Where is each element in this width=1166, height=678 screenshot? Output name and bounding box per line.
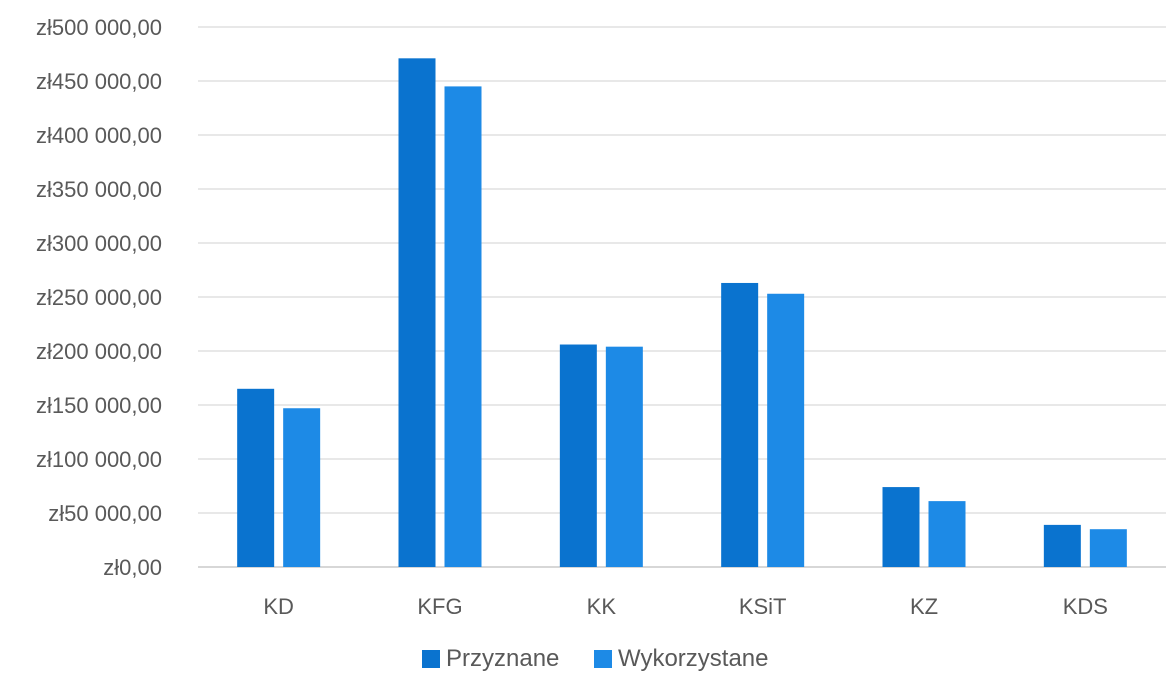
y-tick-label: zł250 000,00 <box>36 285 162 310</box>
x-category-label: KSiT <box>739 594 787 619</box>
bar-kk-wykorzystane <box>605 346 643 567</box>
legend-label-wykorzystane: Wykorzystane <box>618 645 769 672</box>
y-tick-label: zł400 000,00 <box>36 123 162 148</box>
x-category-label: KFG <box>417 594 462 619</box>
bar-kfg-wykorzystane <box>444 86 482 568</box>
x-category-label: KD <box>263 594 294 619</box>
x-category-label: KZ <box>910 594 938 619</box>
y-tick-label: zł0,00 <box>103 555 162 580</box>
y-tick-label: zł200 000,00 <box>36 339 162 364</box>
bar-ksit-wykorzystane <box>767 293 805 567</box>
bar-kd-przyznane <box>237 388 275 567</box>
bar-kz-przyznane <box>882 487 920 567</box>
y-tick-label: zł100 000,00 <box>36 447 162 472</box>
legend-swatch-przyznane <box>422 650 440 668</box>
x-category-label: KDS <box>1063 594 1108 619</box>
bars <box>237 58 1127 568</box>
legend: Przyznane Wykorzystane <box>422 645 769 672</box>
bar-kd-wykorzystane <box>283 408 321 567</box>
x-category-label: KK <box>587 594 617 619</box>
bar-kfg-przyznane <box>398 58 436 567</box>
y-tick-label: zł50 000,00 <box>48 501 162 526</box>
x-axis-categories: KD KFG KK KSiT KZ KDS <box>263 594 1108 619</box>
y-tick-label: zł150 000,00 <box>36 393 162 418</box>
y-axis-ticks: zł0,00 zł50 000,00 zł100 000,00 zł150 000,0… <box>36 15 162 580</box>
y-tick-label: zł300 000,00 <box>36 231 162 256</box>
y-tick-label: zł450 000,00 <box>36 69 162 94</box>
bar-kz-wykorzystane <box>928 501 966 567</box>
y-tick-label: zł500 000,00 <box>36 15 162 40</box>
legend-swatch-wykorzystane <box>594 650 612 668</box>
y-tick-label: zł350 000,00 <box>36 177 162 202</box>
gridlines <box>198 26 1166 568</box>
bar-kk-przyznane <box>559 344 597 567</box>
bar-ksit-przyznane <box>721 282 759 567</box>
bar-kds-przyznane <box>1043 524 1081 567</box>
legend-label-przyznane: Przyznane <box>446 645 559 672</box>
bar-kds-wykorzystane <box>1089 529 1127 567</box>
